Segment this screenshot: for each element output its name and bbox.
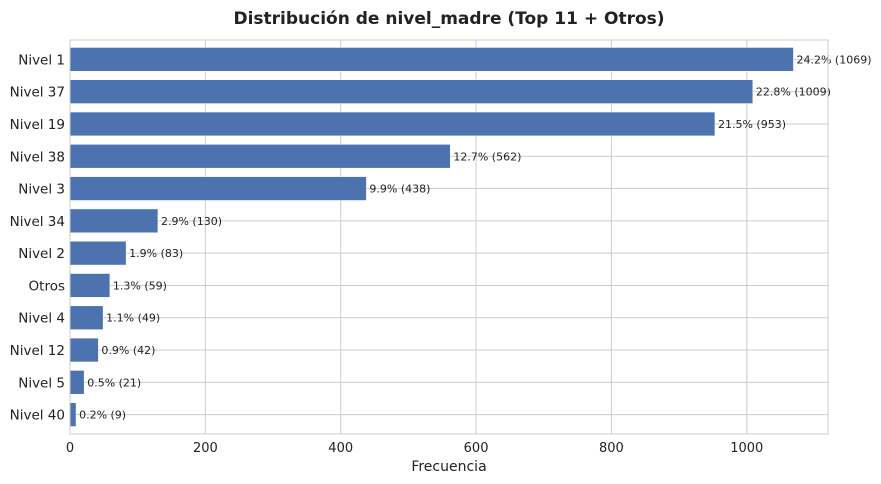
category-label: Otros (29, 278, 65, 294)
bar (69, 111, 716, 137)
chart-title: Distribución de nivel_madre (Top 11 + Ot… (233, 9, 664, 29)
category-labels-group: Nivel 1 Nivel 37 Nivel 19 Nivel 38 Nivel 3 Ni… (10, 52, 65, 423)
x-tick-label: 200 (193, 441, 218, 456)
bar (69, 208, 159, 234)
data-label: 1.9% (83) (129, 247, 183, 260)
plot-frame (69, 39, 829, 435)
category-label: Nivel 2 (18, 246, 65, 262)
data-label: 24.2% (1069) (796, 53, 871, 66)
category-label: Nivel 38 (10, 149, 65, 165)
data-label: 12.7% (562) (453, 150, 521, 163)
data-label: 1.3% (59) (113, 279, 167, 292)
bar (69, 337, 99, 363)
x-axis-label: Frecuencia (411, 459, 486, 475)
bars-group (69, 47, 794, 427)
data-label: 0.9% (42) (101, 344, 155, 357)
x-tick-label: 800 (599, 441, 624, 456)
x-tick-label: 0 (66, 441, 74, 456)
category-label: Nivel 34 (10, 214, 65, 230)
category-label: Nivel 3 (18, 182, 65, 198)
data-label: 2.9% (130) (161, 215, 222, 228)
data-labels-group: 24.2% (1069) 22.8% (1009) 21.5% (953) 12.7%… (79, 53, 871, 421)
x-tick-labels-group: 0 200 400 600 800 1000 (66, 441, 763, 456)
category-label: Nivel 40 (10, 408, 65, 424)
x-tick-label: 600 (464, 441, 489, 456)
data-label: 0.5% (21) (87, 376, 141, 389)
data-label: 21.5% (953) (718, 118, 786, 131)
category-label: Nivel 19 (10, 117, 65, 133)
bar (69, 402, 77, 427)
category-label: Nivel 5 (18, 375, 65, 391)
x-tick-label: 1000 (730, 441, 763, 456)
data-label: 0.2% (9) (79, 409, 126, 422)
category-label: Nivel 37 (10, 85, 65, 101)
bar (69, 305, 104, 330)
x-tick-label: 400 (328, 441, 353, 456)
bar (69, 273, 111, 298)
bar (69, 79, 754, 104)
category-label: Nivel 4 (18, 311, 65, 327)
data-label: 22.8% (1009) (756, 86, 831, 99)
bar (69, 47, 794, 72)
data-label: 1.1% (49) (106, 312, 160, 325)
data-label: 9.9% (438) (369, 183, 430, 196)
bar (69, 176, 367, 201)
category-label: Nivel 12 (10, 343, 65, 359)
bar (69, 144, 451, 169)
bar (69, 240, 127, 266)
category-label: Nivel 1 (18, 52, 65, 68)
bar (69, 370, 85, 395)
